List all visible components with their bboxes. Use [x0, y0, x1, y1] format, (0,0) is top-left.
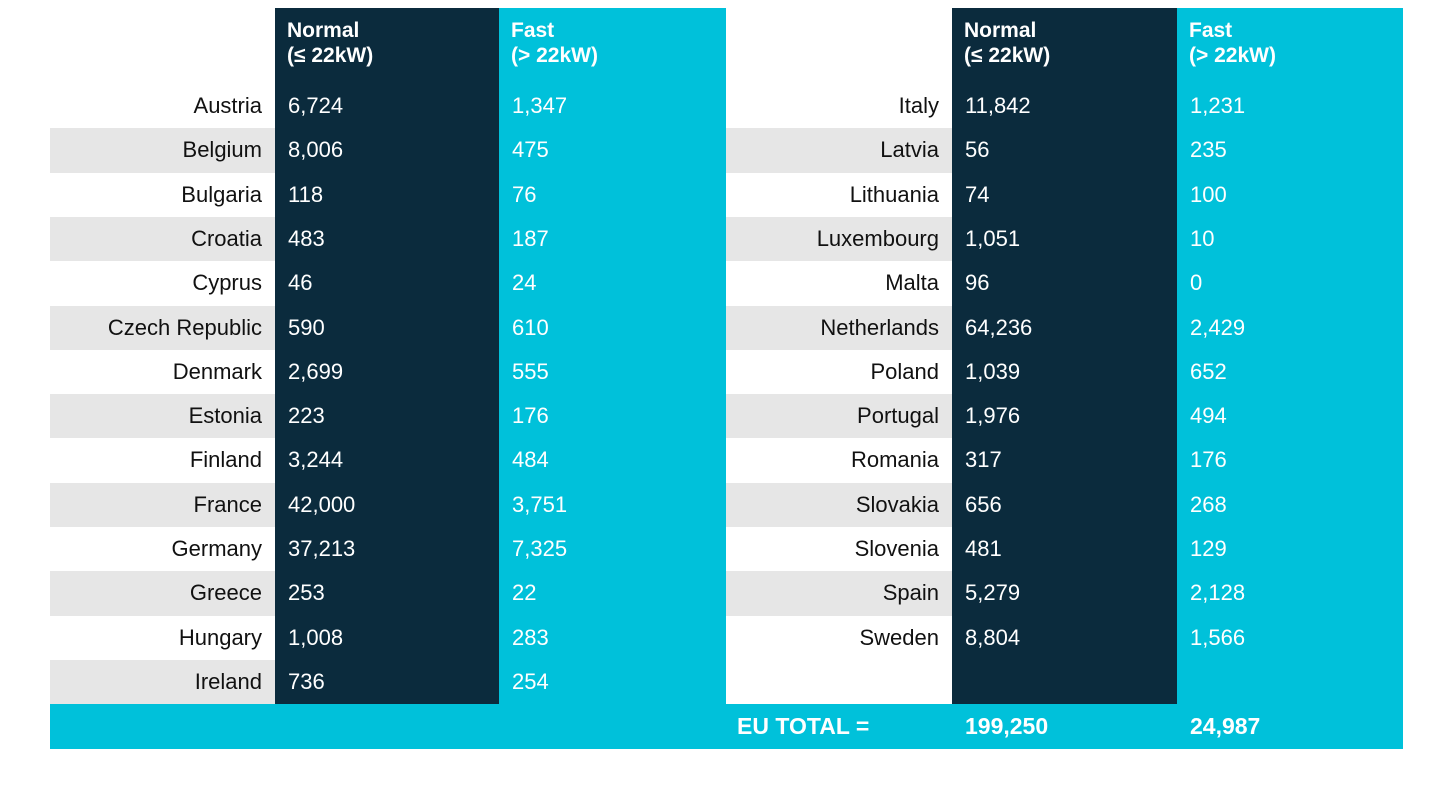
eu-total-normal: 199,250	[965, 713, 1049, 740]
normal-count: 590	[288, 314, 325, 340]
fast-count: 1,231	[1190, 93, 1246, 118]
fast-count: 129	[1190, 536, 1227, 561]
fast-count: 176	[1190, 447, 1227, 473]
country-name: Netherlands	[820, 314, 939, 340]
fast-column-bg	[1177, 8, 1403, 705]
normal-count: 1,976	[965, 403, 1021, 429]
country-name: Czech Republic	[107, 314, 262, 340]
country-name: Lithuania	[849, 181, 939, 207]
country-name: Austria	[193, 93, 262, 118]
fast-column-bg	[499, 8, 726, 705]
normal-column-header: Normal (≤ 22kW)	[964, 19, 1051, 67]
fast-count: 24	[512, 270, 537, 296]
country-name: Luxembourg	[816, 225, 939, 251]
fast-count: 652	[1190, 358, 1227, 384]
normal-column-bg	[275, 8, 499, 705]
normal-count: 96	[965, 270, 990, 296]
fast-column-header: Fast (> 22kW)	[511, 19, 598, 67]
normal-count: 223	[288, 403, 325, 429]
eu-total-band	[50, 704, 1403, 750]
normal-count: 483	[288, 225, 325, 251]
fast-count: 610	[512, 314, 549, 340]
country-name: Slovakia	[855, 491, 939, 517]
fast-count: 76	[512, 181, 537, 207]
country-name: Latvia	[880, 137, 939, 163]
eu-total-label: EU TOTAL =	[737, 713, 870, 740]
eu-total-fast: 24,987	[1190, 713, 1261, 740]
normal-count: 37,213	[288, 536, 356, 561]
fast-count: 484	[512, 447, 549, 473]
fast-count: 0	[1190, 270, 1203, 296]
fast-count: 7,325	[512, 536, 568, 561]
normal-count: 56	[965, 137, 990, 163]
country-name: Sweden	[859, 624, 939, 650]
fast-count: 100	[1190, 181, 1227, 207]
normal-count: 42,000	[288, 491, 356, 517]
normal-count: 481	[965, 536, 1002, 561]
country-name: Poland	[870, 358, 939, 384]
country-name: Malta	[885, 270, 939, 296]
normal-count: 64,236	[965, 314, 1033, 340]
normal-count: 74	[965, 181, 990, 207]
fast-count: 555	[512, 358, 549, 384]
country-name: Croatia	[191, 225, 262, 251]
fast-count: 187	[512, 225, 549, 251]
fast-count: 176	[512, 403, 549, 429]
normal-count: 118	[288, 181, 324, 207]
normal-count: 1,039	[965, 358, 1021, 384]
fast-count: 22	[512, 580, 537, 606]
country-name: Finland	[189, 447, 262, 473]
country-name: Belgium	[182, 137, 262, 163]
country-name: Italy	[898, 93, 939, 118]
normal-count: 1,051	[965, 225, 1021, 251]
country-name: Estonia	[188, 403, 262, 429]
normal-count: 656	[965, 491, 1002, 517]
normal-count: 8,006	[288, 137, 344, 163]
normal-count: 46	[288, 270, 313, 296]
normal-count: 11,842	[965, 93, 1031, 118]
normal-column-bg	[952, 8, 1177, 705]
country-name: Spain	[882, 580, 939, 606]
fast-count: 235	[1190, 137, 1227, 163]
fast-column-header: Fast (> 22kW)	[1189, 19, 1276, 67]
fast-count: 10	[1190, 225, 1215, 251]
normal-column-header: Normal (≤ 22kW)	[287, 19, 374, 67]
fast-count: 3,751	[512, 491, 568, 517]
country-name: Cyprus	[192, 270, 262, 296]
normal-count: 253	[288, 580, 325, 606]
fast-count: 283	[512, 624, 549, 650]
fast-count: 2,128	[1190, 580, 1246, 606]
country-name: Bulgaria	[181, 181, 262, 207]
fast-count: 254	[512, 668, 549, 694]
country-name: Denmark	[172, 358, 262, 384]
country-name: Slovenia	[854, 536, 939, 561]
country-name: Romania	[850, 447, 939, 473]
fast-count: 494	[1190, 403, 1227, 429]
normal-count: 5,279	[965, 580, 1021, 606]
country-name: Portugal	[857, 403, 939, 429]
country-name: Greece	[189, 580, 262, 606]
country-name: France	[193, 491, 262, 517]
normal-count: 3,244	[288, 447, 344, 473]
normal-count: 6,724	[288, 93, 344, 118]
fast-count: 1,566	[1190, 624, 1246, 650]
normal-count: 317	[965, 447, 1002, 473]
fast-count: 475	[512, 137, 549, 163]
normal-count: 1,008	[288, 624, 344, 650]
fast-count: 268	[1190, 491, 1227, 517]
country-name: Germany	[171, 536, 262, 561]
country-name: Ireland	[194, 668, 262, 694]
normal-count: 8,804	[965, 624, 1021, 650]
normal-count: 2,699	[288, 358, 344, 384]
fast-count: 1,347	[512, 93, 568, 118]
country-name: Hungary	[178, 624, 262, 650]
fast-count: 2,429	[1190, 314, 1246, 340]
normal-count: 736	[288, 668, 325, 694]
